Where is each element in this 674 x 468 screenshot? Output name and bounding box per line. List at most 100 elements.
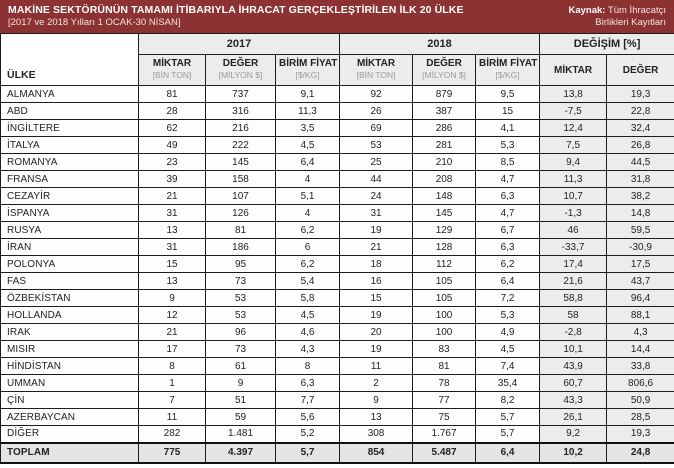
value-cell: 5,7 <box>475 408 541 426</box>
column-subheader: DEĞER <box>606 54 674 86</box>
value-cell: 15 <box>475 102 541 120</box>
source-line1: Tüm İhracatçı <box>607 5 666 16</box>
source-label: Kaynak: <box>568 5 606 16</box>
value-cell: 126 <box>205 204 276 222</box>
value-cell: 4,5 <box>274 306 341 324</box>
value-cell: 92 <box>339 85 414 103</box>
value-cell: 216 <box>205 119 276 137</box>
value-cell: 44,5 <box>606 153 674 171</box>
value-cell: 17,5 <box>606 255 674 273</box>
report-titles: MAKİNE SEKTÖRÜNÜN TAMAMI İTİBARIYLA İHRA… <box>8 4 464 29</box>
table-row: İSPANYA 31 126 4 31 145 4,7 -1,3 14,8 <box>0 204 674 222</box>
page-title: MAKİNE SEKTÖRÜNÜN TAMAMI İTİBARIYLA İHRA… <box>8 4 464 16</box>
value-cell: 208 <box>412 170 477 188</box>
value-cell: 46 <box>539 221 608 239</box>
value-cell: 5,7 <box>274 441 341 464</box>
value-cell: 11 <box>339 357 414 375</box>
value-cell: 43,9 <box>539 357 608 375</box>
value-cell: 28,5 <box>606 408 674 426</box>
column-subheader-label: MİKTAR <box>356 58 396 69</box>
value-cell: 4,5 <box>475 340 541 358</box>
value-cell: 18 <box>339 255 414 273</box>
value-cell: 316 <box>205 102 276 120</box>
value-cell: 4,3 <box>274 340 341 358</box>
value-cell: 12,4 <box>539 119 608 137</box>
table-row: ÇİN 7 51 7,7 9 77 8,2 43,3 50,9 <box>0 391 674 409</box>
value-cell: 879 <box>412 85 477 103</box>
value-cell: 26,1 <box>539 408 608 426</box>
value-cell: 6,4 <box>274 153 341 171</box>
value-cell: 43,7 <box>606 272 674 290</box>
value-cell: 51 <box>205 391 276 409</box>
value-cell: 10,7 <box>539 187 608 205</box>
value-cell: 7,4 <box>475 357 541 375</box>
value-cell: 23 <box>138 153 206 171</box>
value-cell: 35,4 <box>475 374 541 392</box>
value-cell: 21 <box>138 187 206 205</box>
country-cell: AZERBAYCAN <box>0 408 139 426</box>
value-cell: 6,4 <box>475 272 541 290</box>
value-cell: 13 <box>339 408 414 426</box>
column-subheader-label: MİKTAR <box>152 58 192 69</box>
value-cell: 1.767 <box>412 425 477 443</box>
value-cell: 43,3 <box>539 391 608 409</box>
value-cell: 1.481 <box>205 425 276 443</box>
value-cell: 145 <box>412 204 477 222</box>
value-cell: 6 <box>274 238 341 256</box>
table-row: RUSYA 13 81 6,2 19 129 6,7 46 59,5 <box>0 221 674 239</box>
table-row: POLONYA 15 95 6,2 18 112 6,2 17,4 17,5 <box>0 255 674 273</box>
column-subheader-label: BİRİM FİYAT <box>279 58 338 69</box>
column-subheader: MİKTAR [BİN TON] <box>339 54 414 86</box>
value-cell: 4,9 <box>475 323 541 341</box>
value-cell: 5,1 <box>274 187 341 205</box>
value-cell: 6,3 <box>475 187 541 205</box>
value-cell: 50,9 <box>606 391 674 409</box>
value-cell: 21 <box>339 238 414 256</box>
column-subheader-unit: [BİN TON] <box>356 70 396 80</box>
country-cell: MISIR <box>0 340 139 358</box>
value-cell: 6,4 <box>475 441 541 464</box>
table-row: AZERBAYCAN 11 59 5,6 13 75 5,7 26,1 28,5 <box>0 408 674 426</box>
table-row: FRANSA 39 158 4 44 208 4,7 11,3 31,8 <box>0 170 674 188</box>
column-subheader: BİRİM FİYAT [$/KG] <box>475 54 541 86</box>
value-cell: 6,2 <box>475 255 541 273</box>
value-cell: 4 <box>274 170 341 188</box>
value-cell: 4,3 <box>606 323 674 341</box>
value-cell: 3,5 <box>274 119 341 137</box>
value-cell: 32,4 <box>606 119 674 137</box>
column-subheader-unit: [$/KG] <box>495 70 520 80</box>
column-subheader: BİRİM FİYAT [$/KG] <box>274 54 341 86</box>
value-cell: 210 <box>412 153 477 171</box>
value-cell: 31 <box>339 204 414 222</box>
value-cell: 8 <box>274 357 341 375</box>
value-cell: 148 <box>412 187 477 205</box>
value-cell: 19,3 <box>606 425 674 443</box>
table-row: IRAK 21 96 4,6 20 100 4,9 -2,8 4,3 <box>0 323 674 341</box>
value-cell: 88,1 <box>606 306 674 324</box>
total-row: TOPLAM 775 4.397 5,7 854 5.487 6,4 10,2 24,8 <box>0 441 674 464</box>
value-cell: 59 <box>205 408 276 426</box>
value-cell: 4.397 <box>205 441 276 464</box>
value-cell: 9,1 <box>274 85 341 103</box>
value-cell: 6,2 <box>274 221 341 239</box>
value-cell: 105 <box>412 272 477 290</box>
source-note: Kaynak: Tüm İhracatçı Birlikleri Kayıtla… <box>568 4 666 29</box>
value-cell: 112 <box>412 255 477 273</box>
value-cell: 6,2 <box>274 255 341 273</box>
value-cell: 39 <box>138 170 206 188</box>
column-subheader-label: DEĞER <box>622 64 659 76</box>
value-cell: 4,6 <box>274 323 341 341</box>
country-cell: ÇİN <box>0 391 139 409</box>
column-subheader-unit: [MİLYON $] <box>422 70 466 80</box>
page-subtitle: [2017 ve 2018 Yılları 1 OCAK-30 NİSAN] <box>8 17 181 28</box>
value-cell: 60,7 <box>539 374 608 392</box>
value-cell: 4,1 <box>475 119 541 137</box>
value-cell: 9 <box>138 289 206 307</box>
value-cell: 13,8 <box>539 85 608 103</box>
country-cell: İSPANYA <box>0 204 139 222</box>
report-header-band: MAKİNE SEKTÖRÜNÜN TAMAMI İTİBARIYLA İHRA… <box>0 0 674 33</box>
value-cell: 281 <box>412 136 477 154</box>
column-subheader: MİKTAR [BİN TON] <box>138 54 206 86</box>
table-row: CEZAYİR 21 107 5,1 24 148 6,3 10,7 38,2 <box>0 187 674 205</box>
value-cell: 13 <box>138 272 206 290</box>
